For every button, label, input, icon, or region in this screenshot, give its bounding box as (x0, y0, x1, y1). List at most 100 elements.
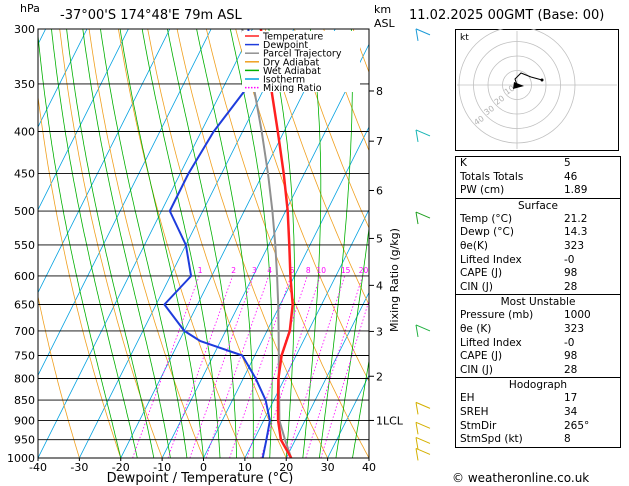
surface-value: 98 (564, 267, 578, 280)
hpa-label: hPa (20, 2, 40, 15)
most-unstable-label: CIN (J) (460, 363, 493, 376)
surface-label: Temp (°C) (460, 212, 513, 225)
pressure-tick-label: 750 (14, 349, 35, 362)
hodograph-end-point (540, 78, 544, 82)
pressure-tick-label: 700 (14, 325, 35, 338)
wind-barb-flag (415, 324, 419, 337)
temperature-line (259, 29, 294, 458)
index-label: K (460, 157, 467, 169)
hodograph-stat-row: StmDir 265° (456, 420, 620, 434)
mixing-ratio-tick-label: 3 (252, 266, 257, 275)
pressure-tick-label: 450 (14, 167, 35, 180)
surface-value: 14.3 (564, 226, 588, 239)
mixing-ratio-tick-label: 4 (267, 266, 272, 275)
most-unstable-label: θe (K) (460, 322, 492, 335)
hodograph-stat-label: EH (460, 392, 475, 405)
hodograph-stat-value: 265° (564, 419, 590, 432)
surface-value: 21.2 (564, 212, 588, 225)
pressure-tick-label: 300 (14, 23, 35, 36)
hodograph-stat-label: StmDir (460, 419, 497, 432)
pressure-tick-label: 400 (14, 126, 35, 139)
pressure-tick-label: 350 (14, 78, 35, 91)
asl-label: ASL (374, 17, 395, 30)
hodograph-unit-label: kt (460, 33, 469, 43)
hodograph-trace (514, 72, 543, 86)
indices-table: K 5 Totals Totals 46 PW (cm) 1.89 Surface Tem… (455, 156, 621, 448)
most-unstable-label: Lifted Index (460, 336, 522, 349)
dewpoint-line (163, 29, 271, 458)
isotherm-line (79, 29, 295, 458)
wind-barb-flag (415, 422, 419, 435)
wind-barb (415, 129, 431, 137)
most-unstable-value: 1000 (564, 309, 591, 322)
wind-barb (415, 401, 431, 409)
mixing-ratio-line (260, 275, 321, 458)
wind-barb (415, 324, 431, 332)
x-tick-label: 40 (362, 461, 376, 474)
index-value: 1.89 (564, 184, 588, 197)
mixing-ratio-tick-label: 15 (341, 266, 351, 275)
km-tick-label: 5 (376, 232, 383, 245)
copyright-label: © weatheronline.co.uk (452, 471, 590, 485)
hodograph-stat-label: SREH (460, 405, 489, 418)
wind-barb-flag (415, 211, 419, 225)
km-tick-label: 7 (376, 135, 383, 148)
most-unstable-value: 98 (564, 350, 578, 363)
hodograph-stat-label: StmSpd (kt) (460, 433, 523, 446)
surface-value: -0 (564, 253, 575, 266)
mixing-ratio-line (205, 275, 269, 458)
index-value: 5 (564, 157, 571, 169)
mixing-ratio-tick-label: 25 (373, 266, 383, 275)
most-unstable-row: θe (K) 323 (456, 323, 620, 337)
isotherm-line (38, 29, 129, 211)
x-tick-label: 0 (200, 461, 207, 474)
index-value: 46 (564, 170, 578, 183)
x-tick-label: 30 (321, 461, 335, 474)
isotherm-line (38, 29, 88, 128)
wet-adiabat-line (352, 358, 369, 458)
x-tick-label: -40 (29, 461, 47, 474)
most-unstable-value: 28 (564, 363, 578, 376)
km-label: km (374, 3, 392, 16)
most-unstable-row: CIN (J) 28 (456, 364, 620, 378)
isotherm-line (38, 29, 253, 458)
dry-adiabat-line (294, 29, 369, 229)
legend-label: Wet Adiabat (263, 66, 321, 77)
wet-adiabat-line (100, 29, 188, 458)
mixing-ratio-tick-label: 20 (359, 266, 369, 275)
surface-row: Temp (°C) 21.2 (456, 213, 620, 227)
isotherm-line (0, 29, 4, 458)
surface-label: CAPE (J) (460, 267, 503, 280)
parcel-trajectory-line (241, 29, 293, 458)
wet-adiabat-line (66, 29, 155, 458)
x-tick-label: 10 (238, 461, 252, 474)
mixing-ratio-axis-label: Mixing Ratio (g/kg) (388, 228, 401, 332)
pressure-tick-label: 850 (14, 394, 35, 407)
pressure-tick-label: 500 (14, 205, 35, 218)
hodograph-stat-row: EH 17 (456, 392, 620, 406)
surface-label: θe(K) (460, 239, 488, 252)
dry-adiabat-line (38, 294, 80, 458)
surface-label: CIN (J) (460, 280, 493, 293)
x-tick-label: -10 (153, 461, 171, 474)
mixing-ratio-line (286, 275, 346, 458)
surface-label: Dewp (°C) (460, 226, 514, 239)
pressure-tick-label: 650 (14, 299, 35, 312)
most-unstable-label: CAPE (J) (460, 350, 503, 363)
wind-barb (415, 28, 431, 36)
surface-value: 28 (564, 280, 578, 293)
index-label: Totals Totals (460, 170, 524, 183)
isotherm-line (161, 43, 369, 458)
most-unstable-title: Most Unstable (500, 296, 576, 309)
legend-label: Mixing Ratio (263, 83, 322, 94)
most-unstable-row: Lifted Index -0 (456, 337, 620, 351)
mixing-ratio-line (320, 299, 369, 458)
hodograph-stat-row: StmSpd (kt) 8 (456, 433, 620, 447)
x-tick-label: -30 (70, 461, 88, 474)
wind-barb-flag (415, 129, 419, 143)
location-title: -37°00'S 174°48'E 79m ASL (60, 8, 242, 23)
mixing-ratio-line (246, 275, 308, 458)
most-unstable-row: Pressure (mb) 1000 (456, 309, 620, 323)
